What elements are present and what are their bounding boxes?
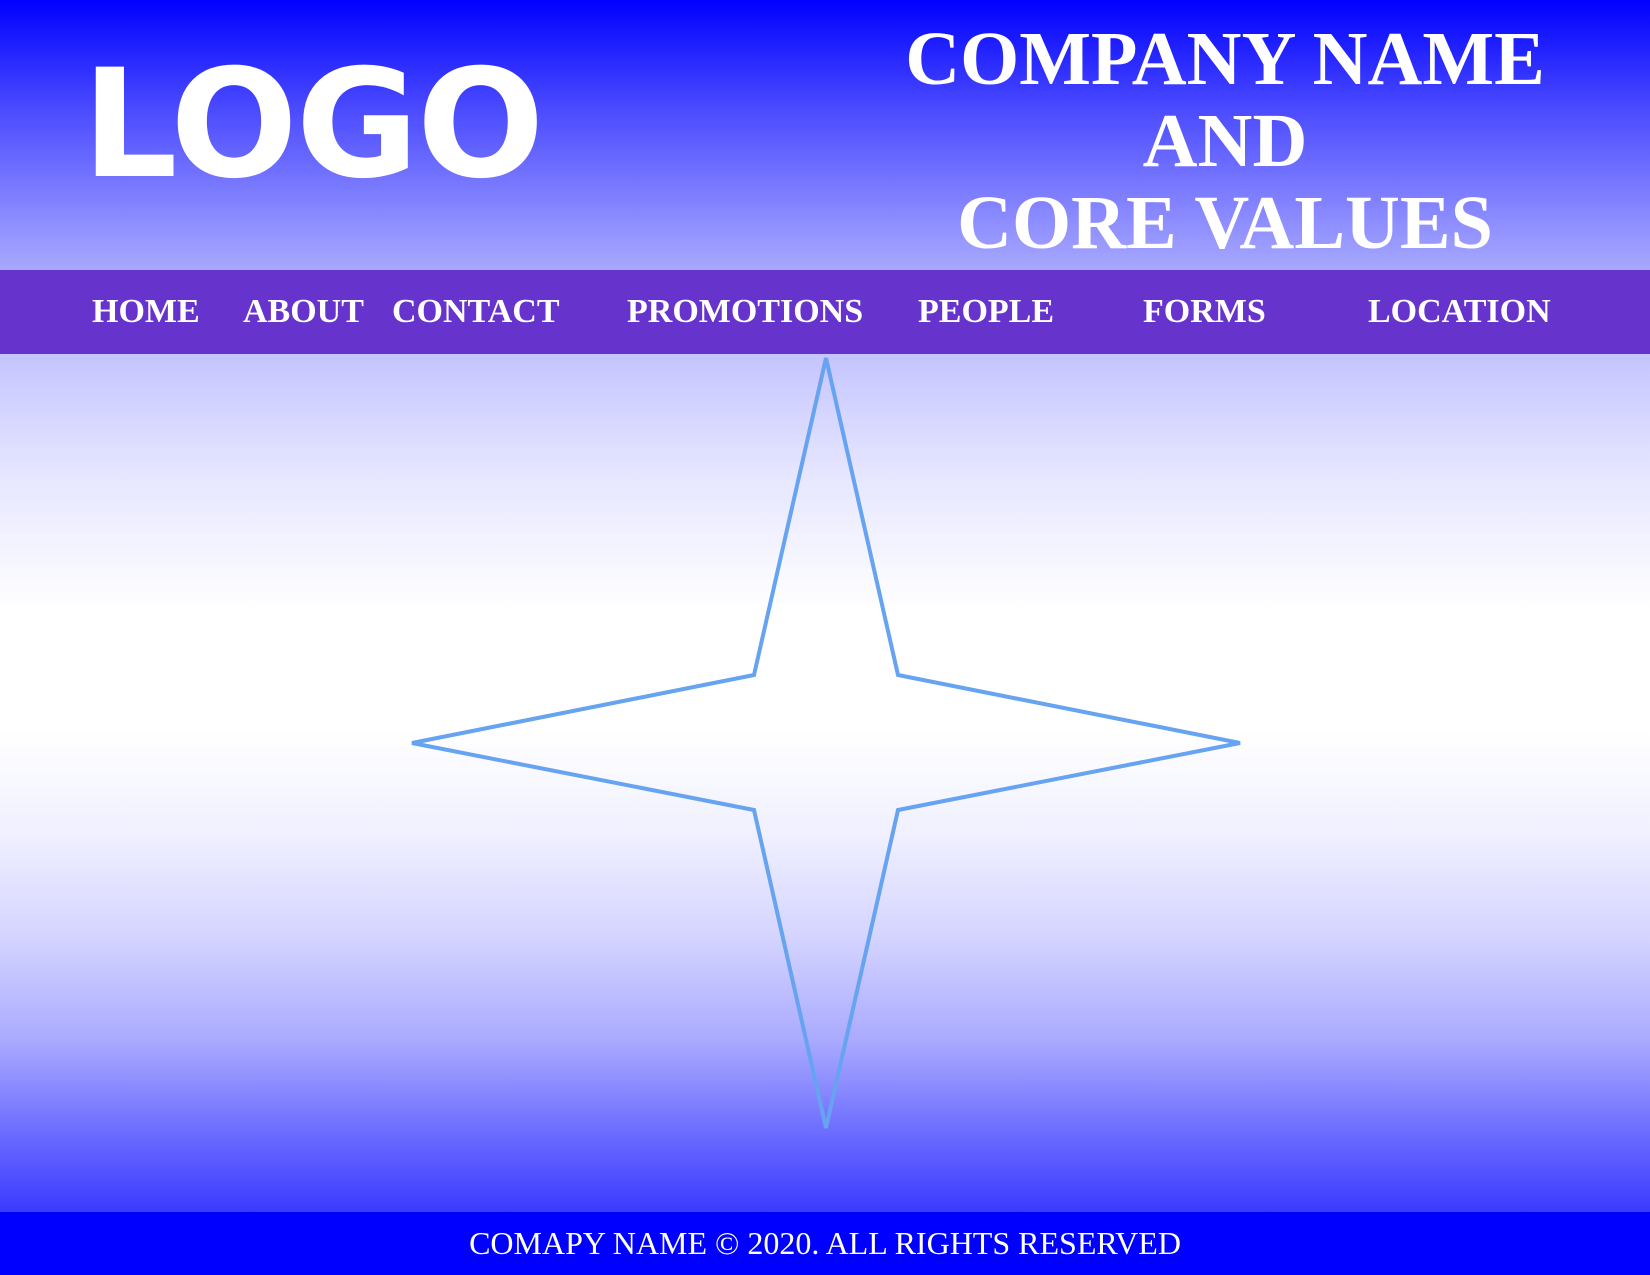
hero-graphic (411, 357, 1241, 1129)
nav-item-promotions[interactable]: PROMOTIONS (627, 293, 864, 330)
nav-bar: HOME ABOUT CONTACT PROMOTIONS PEOPLE FOR… (0, 270, 1650, 354)
four-point-star-icon (411, 357, 1241, 1129)
nav-item-location[interactable]: LOCATION (1368, 293, 1551, 330)
footer: COMAPY NAME © 2020. ALL RIGHTS RESERVED (0, 1212, 1650, 1275)
company-title-line-3: CORE VALUES (957, 181, 1493, 265)
nav-item-home[interactable]: HOME (92, 293, 200, 330)
nav-item-contact[interactable]: CONTACT (392, 293, 560, 330)
company-title: COMPANY NAME AND CORE VALUES (850, 18, 1600, 264)
copyright-text: COMAPY NAME © 2020. ALL RIGHTS RESERVED (469, 1225, 1181, 1261)
header: LOGO COMPANY NAME AND CORE VALUES (0, 0, 1650, 270)
company-title-line-1: COMPANY NAME (905, 17, 1545, 101)
company-title-line-2: AND (1142, 99, 1308, 183)
logo[interactable]: LOGO (82, 38, 544, 212)
nav-item-forms[interactable]: FORMS (1143, 293, 1266, 330)
nav-item-people[interactable]: PEOPLE (918, 293, 1055, 330)
main-content (0, 354, 1650, 1212)
nav-item-about[interactable]: ABOUT (243, 293, 364, 330)
